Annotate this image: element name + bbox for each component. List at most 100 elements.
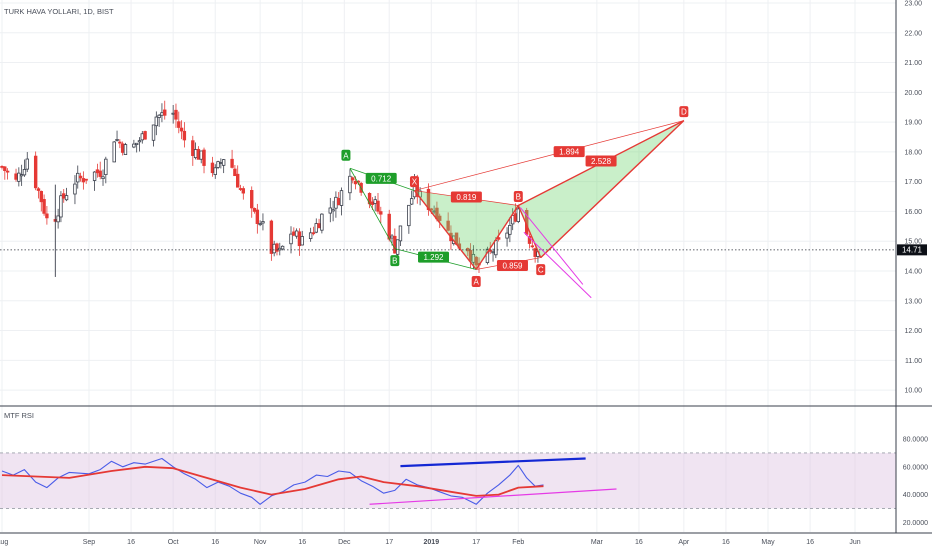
point-c-text: C: [538, 266, 544, 275]
candle-body: [196, 148, 201, 160]
candle-body: [81, 178, 86, 183]
candle-body: [62, 193, 66, 199]
candle-body: [84, 178, 88, 181]
candle-body: [379, 211, 383, 215]
candle-body: [193, 149, 198, 159]
candle-body: [171, 112, 175, 115]
candle-body: [238, 188, 243, 190]
abcd-point-b-badge: [390, 255, 400, 267]
candle-body: [255, 209, 260, 224]
ratio-xd-box: [553, 146, 585, 158]
candle-body: [42, 199, 46, 214]
candle-body: [132, 143, 136, 148]
point-a-badge: [471, 276, 481, 288]
time-tick-label: 16: [127, 539, 135, 546]
candle-body: [258, 223, 262, 226]
abcd-leg: [349, 168, 396, 249]
candle-body: [202, 149, 206, 166]
candle-body: [438, 215, 442, 221]
time-tick-label: 2019: [424, 539, 440, 546]
candle-body: [160, 112, 164, 116]
candle-body: [92, 171, 97, 181]
candle-body: [505, 232, 509, 239]
time-tick-label: 16: [211, 539, 219, 546]
candle-body: [393, 235, 397, 254]
price-tick-label: 22.00: [904, 30, 922, 37]
candle-body: [25, 158, 29, 170]
candle-body: [143, 131, 147, 140]
candle-body: [101, 176, 105, 179]
time-tick-label: Aug: [0, 539, 8, 546]
candle-body: [0, 166, 4, 168]
ratio-xd: 1.894: [559, 148, 580, 157]
abcd-point-a-text: A: [343, 151, 349, 160]
point-x-badge: [409, 176, 419, 188]
price-tick-label: 15.00: [904, 239, 922, 246]
price-tick-label: 13.00: [904, 298, 922, 305]
candle-body: [337, 198, 341, 206]
candle-body: [216, 161, 220, 168]
candle-body: [508, 225, 512, 235]
pattern-leg: [475, 205, 519, 270]
rsi-band-fill: [0, 452, 896, 509]
pattern-leg: [540, 120, 685, 259]
candle-body: [39, 190, 43, 203]
price-tick-label: 20.00: [904, 90, 922, 97]
price-tick-label: 21.00: [904, 60, 922, 67]
candle-body: [280, 245, 285, 250]
time-tick-label: May: [761, 539, 775, 546]
ratio-abcd-2: 1.292: [423, 253, 444, 262]
candle-body: [387, 213, 391, 240]
candle-body: [297, 231, 302, 247]
time-tick-label: Dec: [338, 539, 351, 546]
candle-body: [314, 223, 318, 233]
abcd-point-a-badge: [341, 149, 351, 161]
time-tick-label: 17: [472, 539, 480, 546]
candle-body: [22, 169, 27, 176]
point-d-text: D: [681, 108, 687, 117]
rsi-tick-label: 80.0000: [903, 437, 928, 444]
candle-body: [311, 232, 316, 235]
last-price-label: 14.71: [902, 246, 923, 255]
candle-body: [115, 139, 119, 141]
candle-body: [300, 236, 304, 246]
candle-body: [241, 188, 246, 194]
rsi-tick-label: 20.0000: [903, 520, 928, 527]
candle-body: [233, 168, 237, 177]
candle-body: [151, 124, 156, 141]
candle-body: [407, 204, 411, 227]
rsi-band: [0, 452, 896, 509]
price-tick-label: 11.00: [905, 358, 922, 365]
time-tick-label: 17: [385, 539, 393, 546]
candle-body: [474, 256, 478, 266]
point-d-badge: [679, 106, 689, 118]
price-tick-label: 23.00: [904, 0, 922, 7]
point-a-text: A: [474, 278, 480, 287]
candle-body: [182, 130, 187, 141]
candle-body: [370, 201, 375, 205]
candle-body: [351, 177, 355, 181]
pattern-leg: [413, 190, 477, 270]
ratio-abcd-1: 0.712: [371, 174, 392, 183]
pattern-leg: [517, 205, 542, 258]
ratio-abcd-1-box: [365, 172, 397, 184]
price-tick-label: 12.00: [904, 328, 922, 335]
candle-body: [118, 141, 122, 144]
rsi-lines: [1, 457, 617, 505]
candle-body: [76, 172, 80, 183]
candle-body: [328, 207, 332, 214]
candle-body: [292, 231, 296, 236]
time-tick-label: Sep: [83, 539, 96, 546]
time-tick-label: 16: [298, 539, 306, 546]
candle-body: [289, 233, 293, 245]
candle-body: [163, 109, 167, 116]
candle-body: [179, 127, 184, 132]
candle-body: [112, 141, 116, 163]
candle-body: [140, 133, 144, 141]
candle-body: [33, 155, 38, 189]
candle-body: [177, 121, 181, 128]
candle-body: [409, 198, 414, 205]
symbol-label: TURK HAVA YOLLARI, 1D, BIST: [4, 7, 114, 16]
